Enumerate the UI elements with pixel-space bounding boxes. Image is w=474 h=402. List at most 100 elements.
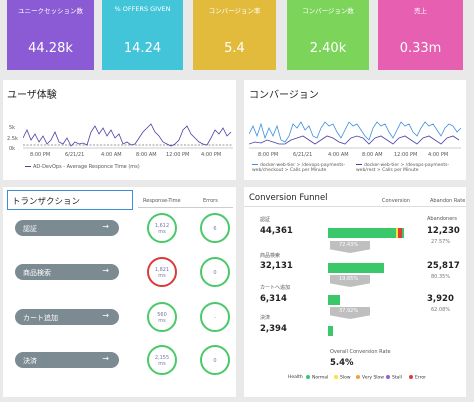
y-tick: 5k: [9, 125, 16, 131]
tx-button-checkout[interactable]: 決済 →: [15, 352, 119, 368]
kpi-label: ユニークセッション数: [18, 7, 83, 15]
conversion-panel: コンバージョン 8:00 PM 6/21/21 4:00 AM 8:00 AM …: [244, 80, 466, 180]
stage-value: 44,361: [260, 226, 293, 236]
response-time-chart: [23, 123, 233, 149]
normal-dot-icon: [306, 375, 310, 379]
y-tick: 0k: [9, 146, 16, 152]
panel-title: Conversion Funnel: [249, 193, 328, 203]
y-tick: 2.5k: [7, 136, 18, 142]
x-tick: 8:00 AM: [362, 152, 383, 158]
arrow-right-icon: →: [102, 354, 109, 363]
abandon-pct: 27.57%: [431, 239, 451, 245]
kpi-value: 5.4: [224, 41, 245, 56]
funnel-panel: Conversion Funnel Conversion Abandon Rat…: [244, 187, 466, 397]
response-circle[interactable]: 560 ms: [147, 302, 177, 332]
tx-button-auth[interactable]: 認証 →: [15, 220, 119, 236]
abandon-value: 12,230: [427, 226, 460, 236]
legend-slow: Slow: [334, 375, 351, 381]
stage-bar-error: [398, 228, 402, 238]
chart-legend: AD-DevOps - Average Responce Time (ms): [25, 164, 155, 170]
x-tick: 6/21/21: [293, 152, 313, 158]
x-tick: 6/21/21: [65, 152, 85, 158]
kpi-value: 14.24: [123, 41, 162, 56]
legend-text: docker-web-tier > /devops-payments-web/r…: [356, 163, 450, 173]
col-errors: Errors: [203, 198, 218, 204]
x-tick: 4:00 PM: [428, 152, 449, 158]
conv-arrow: [330, 241, 370, 253]
kpi-unique-sessions: ユニークセッション数 44.28k: [7, 0, 94, 70]
x-tick: 8:00 AM: [136, 152, 157, 158]
tx-button-search[interactable]: 商品検索 →: [15, 264, 119, 280]
stage-value: 32,131: [260, 261, 293, 271]
transactions-panel: トランザクション Response-Time Errors 認証 → 1,612 m…: [3, 187, 236, 397]
kpi-label: コンバージョン率: [208, 7, 261, 15]
legend-error: Error: [409, 375, 426, 381]
stage-label: 決済: [260, 315, 271, 321]
kpi-label: 売上: [414, 7, 427, 15]
x-tick: 4:00 AM: [328, 152, 349, 158]
stage-label: 認証: [260, 217, 271, 223]
stage-value: 2,394: [260, 324, 287, 334]
x-tick: 12:00 PM: [166, 152, 190, 158]
tx-label: 認証: [23, 225, 37, 233]
response-circle[interactable]: 1,821 ms: [147, 257, 177, 287]
tx-label: 決済: [23, 357, 37, 365]
kpi-label: コンバージョン数: [302, 7, 354, 15]
x-tick: 4:00 PM: [201, 152, 222, 158]
response-circle[interactable]: 1,612 ms: [147, 213, 177, 243]
calls-per-minute-chart: [249, 121, 461, 149]
stage-bar-slow: [396, 228, 398, 238]
panel-title: ユーザ体験: [7, 90, 57, 101]
arrow-right-icon: →: [102, 266, 109, 275]
arrow-right-icon: →: [102, 222, 109, 231]
stall-dot-icon: [386, 375, 390, 379]
stage-label: 商品検索: [260, 253, 281, 259]
conv-pct: 37.92%: [339, 308, 359, 314]
conv-pct: 72.43%: [339, 242, 359, 248]
kpi-conversions: コンバージョン数 2.40k: [287, 0, 369, 70]
tx-button-add-to-cart[interactable]: カート追加 →: [15, 309, 119, 325]
error-dot-icon: [409, 375, 413, 379]
x-tick: 4:00 AM: [101, 152, 122, 158]
abandon-value: 3,920: [427, 294, 454, 304]
legend-very-slow: Very Slow: [356, 375, 384, 381]
kpi-offers-given: % OFFERS GIVEN 14.24: [102, 0, 183, 70]
divider: [244, 206, 466, 207]
arrow-right-icon: →: [102, 311, 109, 320]
kpi-value: 44.28k: [28, 41, 73, 56]
stage-label: カートへ追加: [260, 285, 291, 291]
stage-bar: [328, 263, 384, 273]
chart-legend-checkout: docker-web-tier > /devops-payments-web/c…: [252, 163, 352, 173]
tx-label: 商品検索: [23, 269, 51, 277]
ux-panel: ユーザ体験 5k 2.5k 0k 8:00 PM 6/21/21 4:00 AM…: [3, 80, 236, 180]
x-tick: 12:00 PM: [394, 152, 418, 158]
very-slow-dot-icon: [356, 375, 360, 379]
kpi-value: 2.40k: [309, 41, 347, 56]
legend-text: AD-DevOps - Average Responce Time (ms): [33, 164, 140, 170]
errors-circle[interactable]: -: [200, 302, 230, 332]
slow-dot-icon: [334, 375, 338, 379]
errors-circle[interactable]: 0: [200, 345, 230, 375]
stage-bar: [328, 295, 340, 305]
legend-normal: Normal: [306, 375, 328, 381]
x-tick: 8:00 PM: [258, 152, 279, 158]
conv-pct: 19.65%: [339, 276, 359, 282]
tx-label: カート追加: [23, 314, 58, 322]
kpi-revenue: 売上 0.33m: [378, 0, 463, 70]
legend-text: docker-web-tier > /devops-payments-web/c…: [252, 163, 346, 173]
legend-stall: Stall: [386, 375, 402, 381]
panel-title: コンバージョン: [249, 90, 319, 101]
transactions-title-box[interactable]: トランザクション: [7, 190, 133, 210]
response-circle[interactable]: 2,155 ms: [147, 345, 177, 375]
panel-title: トランザクション: [12, 197, 81, 207]
errors-circle[interactable]: 6: [200, 213, 230, 243]
conv-arrow: [330, 275, 370, 287]
overall-value: 5.4%: [330, 358, 354, 368]
abandon-value: 25,817: [427, 261, 460, 271]
kpi-label: % OFFERS GIVEN: [114, 5, 171, 13]
stage-bar: [328, 228, 404, 238]
chart-legend-rest: docker-web-tier > /devops-payments-web/r…: [356, 163, 461, 173]
stage-value: 6,314: [260, 294, 287, 304]
errors-circle[interactable]: 0: [200, 257, 230, 287]
conv-arrow: [330, 307, 370, 319]
